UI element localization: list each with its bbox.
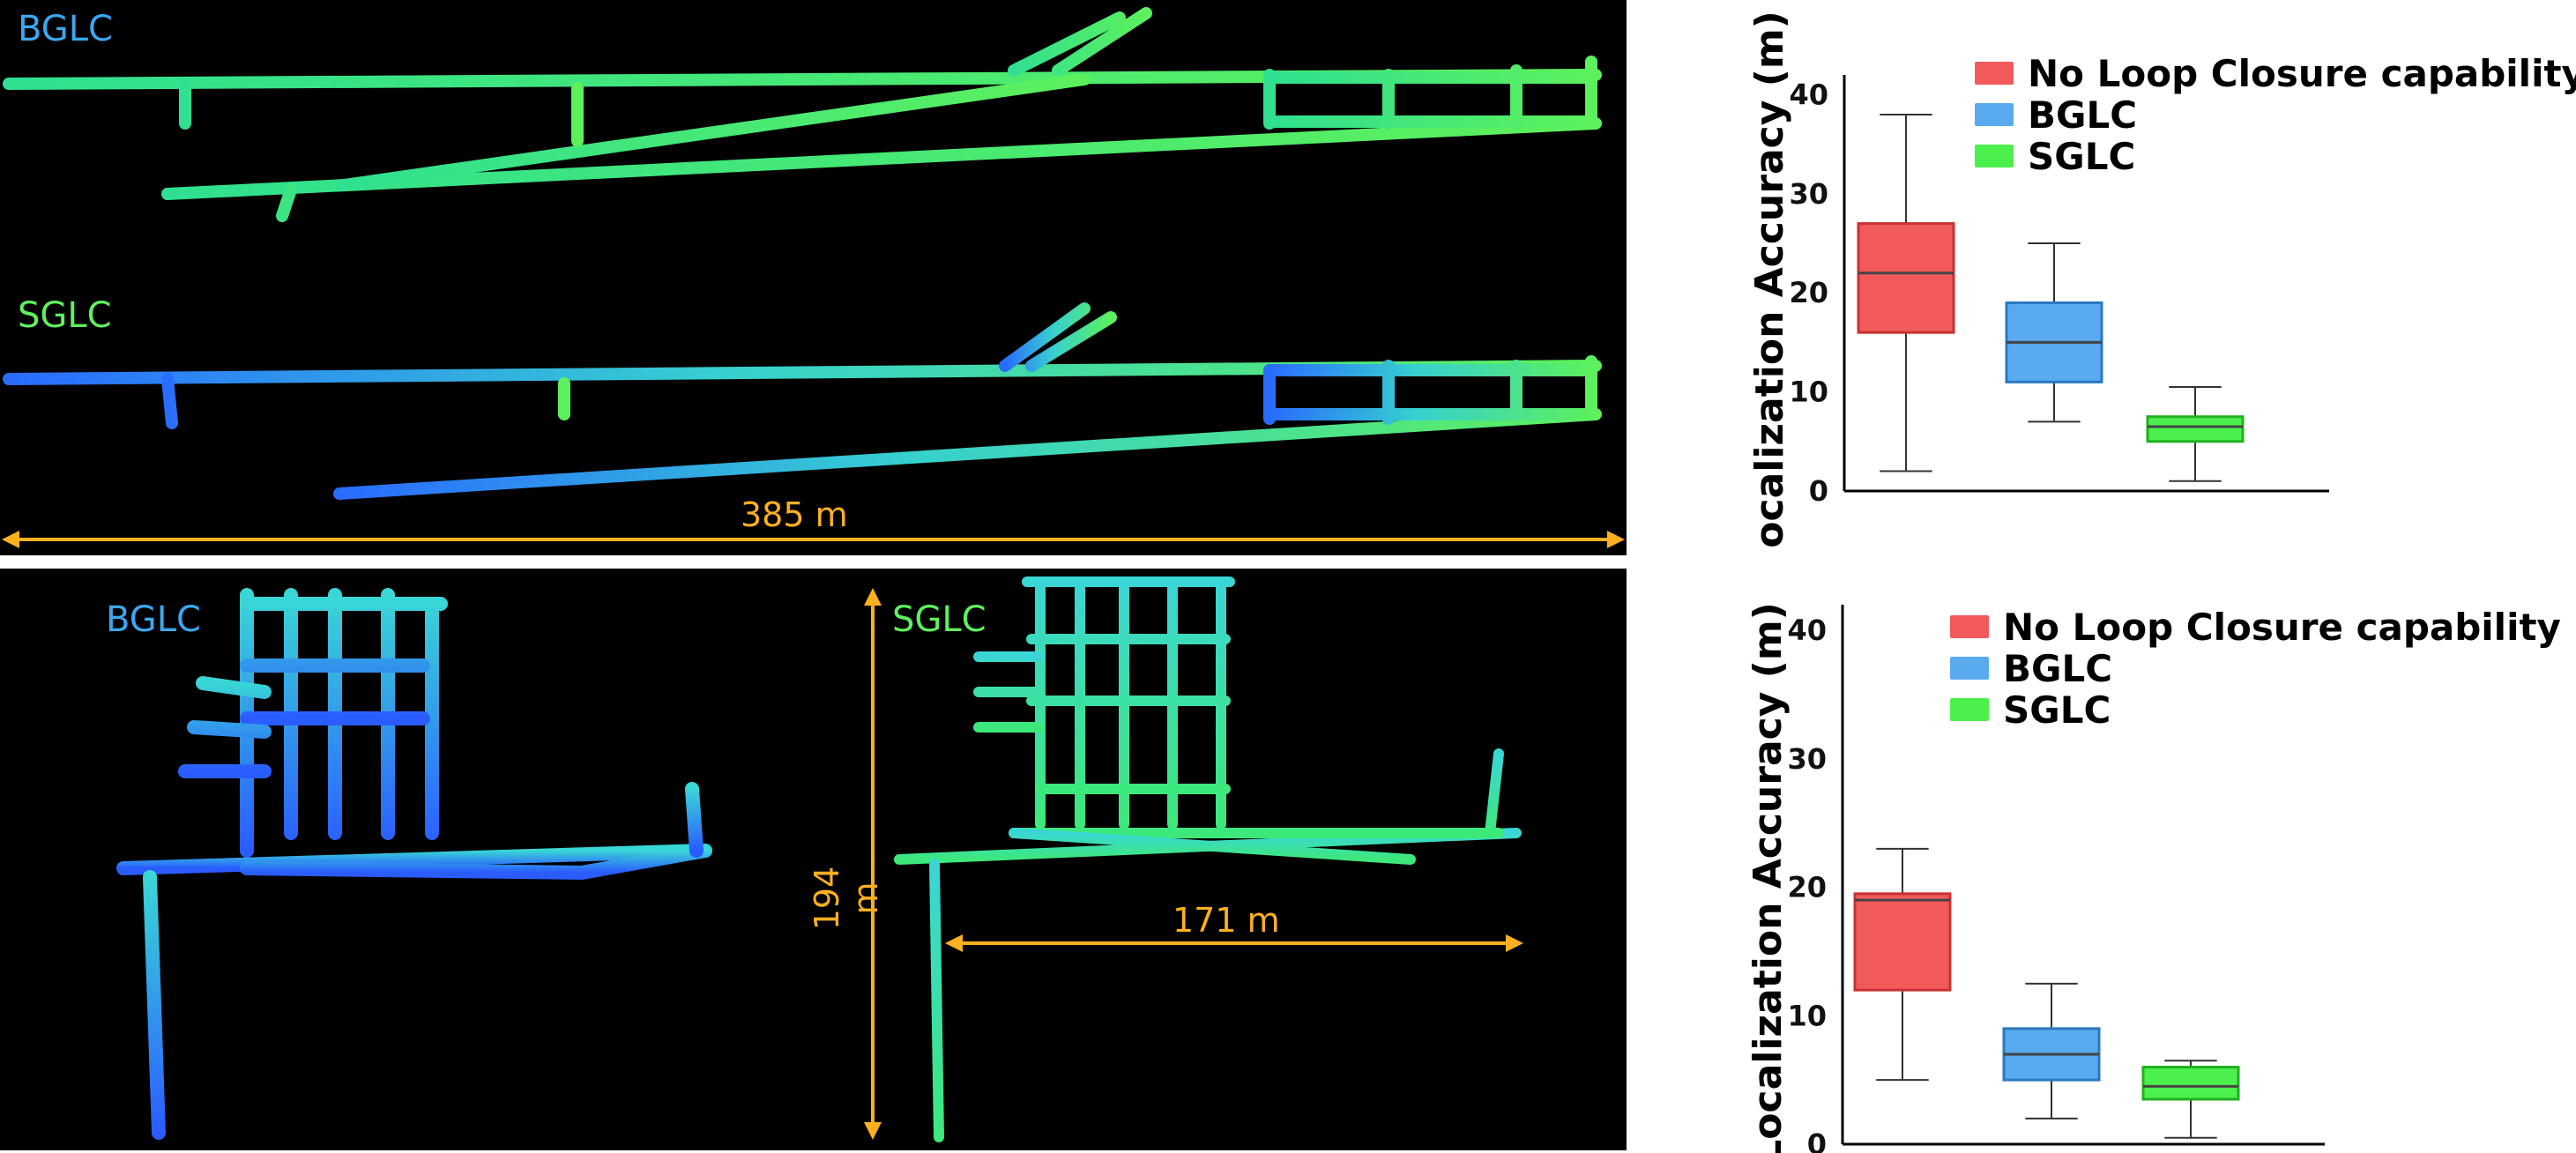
y-tick-label: 10	[1787, 999, 1827, 1032]
bottom-map-horizontal-scale-label: 171 m	[1173, 901, 1280, 940]
bottom-map-sglc-label: SGLC	[892, 599, 986, 640]
legend-label: SGLC	[2003, 688, 2111, 732]
legend-swatch	[1975, 62, 2014, 85]
y-tick-label: 30	[1789, 177, 1828, 211]
y-tick-label: 30	[1787, 742, 1827, 776]
bottom-map-vertical-scale-label: 194 m	[808, 866, 885, 931]
legend-label: BGLC	[2003, 647, 2112, 690]
legend-swatch	[1950, 615, 1989, 638]
legend-label: No Loop Closure capability	[2028, 52, 2576, 95]
y-axis-label: Localization Accuracy (m)	[1746, 602, 1791, 1153]
y-tick-label: 0	[1809, 474, 1828, 508]
legend-label: No Loop Closure capability	[2003, 606, 2561, 649]
box-bglc	[2002, 982, 2101, 1120]
legend-label: SGLC	[2028, 135, 2135, 178]
y-axis-label: Localization Accuracy (m)	[1747, 11, 1792, 547]
box-iqr	[1853, 892, 1952, 992]
top-map-scale-label: 385 m	[741, 495, 848, 534]
y-tick-label: 40	[1787, 614, 1827, 647]
box-no-loop-closure-capability	[1853, 847, 1952, 1082]
legend-swatch	[1975, 103, 2014, 126]
top-map-bglc-label: BGLC	[18, 9, 113, 49]
legend-swatch	[1950, 698, 1989, 721]
box-iqr	[2141, 1066, 2240, 1101]
top-map-sglc-label: SGLC	[18, 295, 112, 336]
y-tick-label: 0	[1807, 1127, 1827, 1153]
legend-swatch	[1975, 145, 2014, 167]
bottom-map-pointcloud	[116, 576, 1523, 1142]
box-no-loop-closure-capability	[1857, 113, 1955, 472]
bottom-map-bglc-label: BGLC	[106, 599, 201, 640]
y-tick-label: 20	[1787, 871, 1827, 904]
y-tick-label: 40	[1789, 78, 1828, 111]
y-tick-label: 10	[1789, 376, 1828, 409]
box-sglc	[2146, 386, 2245, 482]
top-map-pointcloud	[2, 7, 1625, 548]
y-tick-label: 20	[1789, 276, 1828, 309]
box-iqr	[1857, 222, 1955, 334]
legend-swatch	[1950, 657, 1989, 680]
box-bglc	[2005, 242, 2103, 423]
box-sglc	[2141, 1060, 2240, 1139]
legend-label: BGLC	[2028, 93, 2137, 137]
box-iqr	[2146, 415, 2245, 443]
